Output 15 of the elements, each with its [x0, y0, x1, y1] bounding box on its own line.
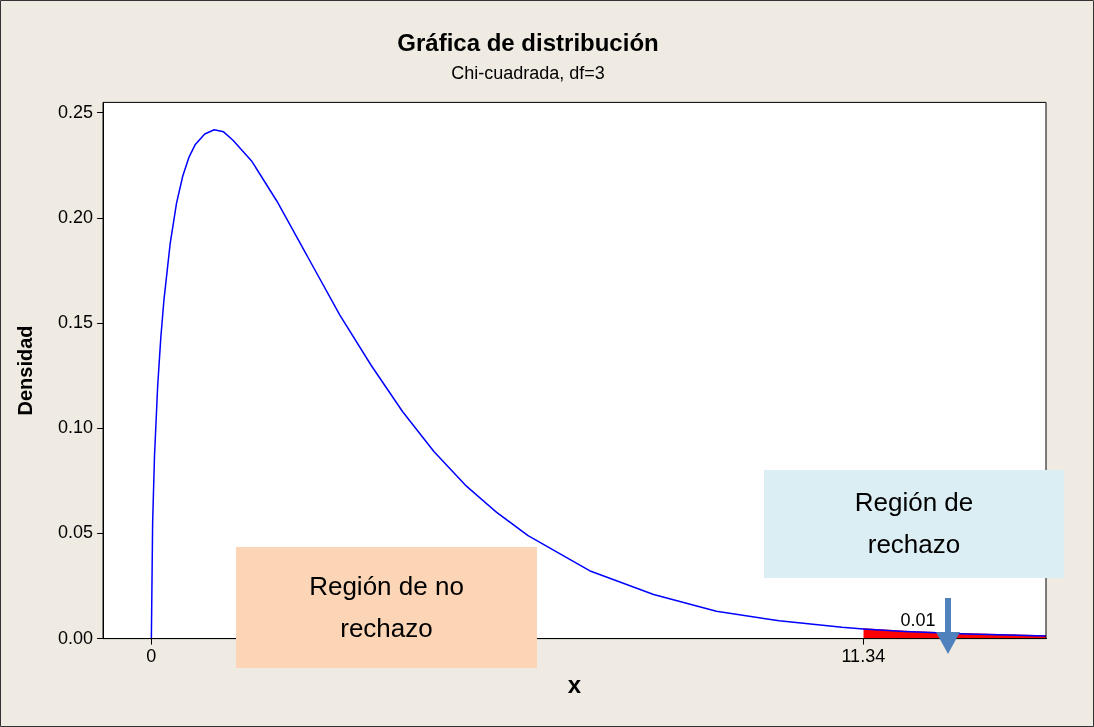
y-tick-label: 0.00: [57, 627, 94, 648]
annotation: 0.01: [900, 608, 936, 632]
x-tick-label: 11.34: [841, 646, 886, 667]
y-axis-title: Densidad: [13, 325, 36, 416]
chart-subtitle: Chi-cuadrada, df=3: [451, 62, 605, 83]
y-tick-label: 0.20: [57, 207, 94, 228]
x-axis-title: x: [567, 671, 582, 699]
y-tick-label: 0.10: [57, 417, 94, 438]
y-tick-label: 0.15: [57, 312, 94, 333]
annotation: Región de no rechazo: [308, 569, 465, 645]
chart-title: Gráfica de distribución: [397, 29, 659, 57]
x-tick-label: 0: [146, 646, 157, 667]
y-tick-label: 0.05: [57, 522, 94, 543]
y-tick-label: 0.25: [57, 101, 94, 122]
annotation: Región de rechazo: [853, 486, 975, 561]
